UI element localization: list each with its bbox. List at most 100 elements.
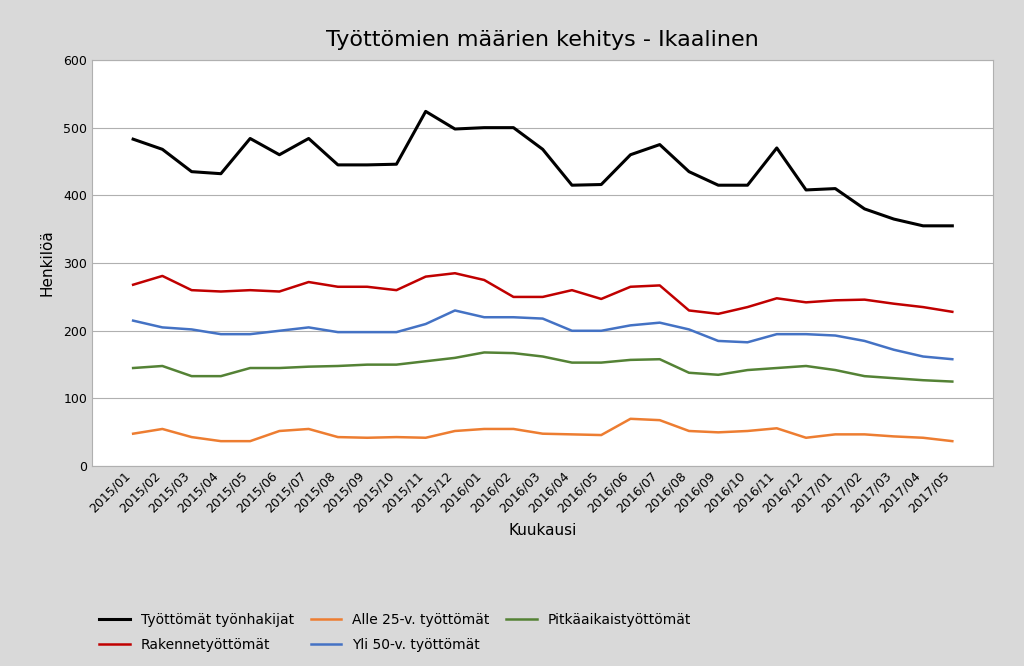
Työttömät työnhakijat bbox=[625, 151, 637, 159]
Pitkäaikaistyöttömät bbox=[127, 364, 139, 372]
Yli 50-v. työttömät bbox=[566, 327, 579, 335]
Line: Työttömät työnhakijat: Työttömät työnhakijat bbox=[133, 111, 952, 226]
Yli 50-v. työttömät bbox=[683, 326, 695, 334]
Alle 25-v. työttömät bbox=[771, 424, 783, 432]
Alle 25-v. työttömät bbox=[946, 437, 958, 445]
Pitkäaikaistyöttömät bbox=[595, 358, 607, 366]
Työttömät työnhakijat bbox=[185, 168, 198, 176]
Y-axis label: Henkilöä: Henkilöä bbox=[40, 230, 55, 296]
Rakennetyöttömät bbox=[185, 286, 198, 294]
Työttömät työnhakijat bbox=[888, 215, 900, 223]
Alle 25-v. työttömät bbox=[712, 428, 724, 436]
Rakennetyöttömät bbox=[595, 295, 607, 303]
Pitkäaikaistyöttömät bbox=[390, 361, 402, 369]
Työttömät työnhakijat bbox=[683, 168, 695, 176]
Alle 25-v. työttömät bbox=[653, 416, 666, 424]
Pitkäaikaistyöttömät bbox=[273, 364, 286, 372]
Alle 25-v. työttömät bbox=[537, 430, 549, 438]
Yli 50-v. työttömät bbox=[800, 330, 812, 338]
Yli 50-v. työttömät bbox=[537, 314, 549, 322]
Työttömät työnhakijat bbox=[449, 125, 461, 133]
Työttömät työnhakijat bbox=[273, 151, 286, 159]
Alle 25-v. työttömät bbox=[888, 432, 900, 440]
Rakennetyöttömät bbox=[420, 272, 432, 280]
Työttömät työnhakijat bbox=[478, 124, 490, 132]
Työttömät työnhakijat bbox=[537, 145, 549, 153]
Pitkäaikaistyöttömät bbox=[302, 363, 314, 371]
Alle 25-v. työttömät bbox=[683, 427, 695, 435]
Rakennetyöttömät bbox=[916, 303, 929, 311]
Yli 50-v. työttömät bbox=[507, 313, 519, 321]
Työttömät työnhakijat bbox=[390, 161, 402, 168]
Rakennetyöttömät bbox=[273, 288, 286, 296]
Yli 50-v. työttömät bbox=[157, 324, 169, 332]
Työttömät työnhakijat bbox=[771, 144, 783, 152]
Pitkäaikaistyöttömät bbox=[653, 355, 666, 363]
Yli 50-v. työttömät bbox=[449, 306, 461, 314]
Alle 25-v. työttömät bbox=[566, 430, 579, 438]
Pitkäaikaistyöttömät bbox=[332, 362, 344, 370]
Yli 50-v. työttömät bbox=[829, 332, 842, 340]
Pitkäaikaistyöttömät bbox=[185, 372, 198, 380]
Työttömät työnhakijat bbox=[157, 145, 169, 153]
Yli 50-v. työttömät bbox=[771, 330, 783, 338]
Rakennetyöttömät bbox=[566, 286, 579, 294]
Yli 50-v. työttömät bbox=[946, 355, 958, 363]
Rakennetyöttömät bbox=[449, 269, 461, 277]
Pitkäaikaistyöttömät bbox=[625, 356, 637, 364]
Pitkäaikaistyöttömät bbox=[507, 349, 519, 357]
Rakennetyöttömät bbox=[361, 283, 374, 291]
Alle 25-v. työttömät bbox=[390, 433, 402, 441]
Rakennetyöttömät bbox=[800, 298, 812, 306]
Pitkäaikaistyöttömät bbox=[157, 362, 169, 370]
Alle 25-v. työttömät bbox=[332, 433, 344, 441]
Rakennetyöttömät bbox=[653, 282, 666, 290]
Line: Rakennetyöttömät: Rakennetyöttömät bbox=[133, 273, 952, 314]
Legend: Työttömät työnhakijat, Rakennetyöttömät, Alle 25-v. työttömät, Yli 50-v. työttöm: Työttömät työnhakijat, Rakennetyöttömät,… bbox=[99, 613, 691, 653]
Rakennetyöttömät bbox=[946, 308, 958, 316]
Rakennetyöttömät bbox=[127, 281, 139, 289]
Pitkäaikaistyöttömät bbox=[683, 369, 695, 377]
Yli 50-v. työttömät bbox=[858, 337, 870, 345]
Alle 25-v. työttömät bbox=[829, 430, 842, 438]
Alle 25-v. työttömät bbox=[420, 434, 432, 442]
Yli 50-v. työttömät bbox=[332, 328, 344, 336]
Pitkäaikaistyöttömät bbox=[215, 372, 227, 380]
Pitkäaikaistyöttömät bbox=[449, 354, 461, 362]
Rakennetyöttömät bbox=[858, 296, 870, 304]
Alle 25-v. työttömät bbox=[157, 425, 169, 433]
Työttömät työnhakijat bbox=[916, 222, 929, 230]
Pitkäaikaistyöttömät bbox=[420, 357, 432, 365]
Alle 25-v. työttömät bbox=[478, 425, 490, 433]
Rakennetyöttömät bbox=[507, 293, 519, 301]
Työttömät työnhakijat bbox=[361, 161, 374, 169]
Pitkäaikaistyöttömät bbox=[858, 372, 870, 380]
Työttömät työnhakijat bbox=[829, 184, 842, 192]
Pitkäaikaistyöttömät bbox=[361, 361, 374, 369]
Pitkäaikaistyöttömät bbox=[741, 366, 754, 374]
Työttömät työnhakijat bbox=[302, 135, 314, 143]
Rakennetyöttömät bbox=[683, 306, 695, 314]
Alle 25-v. työttömät bbox=[185, 433, 198, 441]
Työttömät työnhakijat bbox=[420, 107, 432, 115]
Rakennetyöttömät bbox=[712, 310, 724, 318]
Työttömät työnhakijat bbox=[332, 161, 344, 169]
Alle 25-v. työttömät bbox=[595, 431, 607, 439]
Line: Alle 25-v. työttömät: Alle 25-v. työttömät bbox=[133, 419, 952, 441]
Alle 25-v. työttömät bbox=[361, 434, 374, 442]
Alle 25-v. työttömät bbox=[741, 427, 754, 435]
Yli 50-v. työttömät bbox=[741, 338, 754, 346]
Yli 50-v. työttömät bbox=[916, 352, 929, 360]
Line: Pitkäaikaistyöttömät: Pitkäaikaistyöttömät bbox=[133, 352, 952, 382]
Työttömät työnhakijat bbox=[244, 135, 256, 143]
Rakennetyöttömät bbox=[829, 296, 842, 304]
Rakennetyöttömät bbox=[332, 283, 344, 291]
Pitkäaikaistyöttömät bbox=[829, 366, 842, 374]
Title: Työttömien määrien kehitys - Ikaalinen: Työttömien määrien kehitys - Ikaalinen bbox=[327, 30, 759, 50]
Työttömät työnhakijat bbox=[653, 141, 666, 149]
Yli 50-v. työttömät bbox=[625, 322, 637, 330]
Yli 50-v. työttömät bbox=[420, 320, 432, 328]
Pitkäaikaistyöttömät bbox=[478, 348, 490, 356]
Alle 25-v. työttömät bbox=[273, 427, 286, 435]
Yli 50-v. työttömät bbox=[244, 330, 256, 338]
